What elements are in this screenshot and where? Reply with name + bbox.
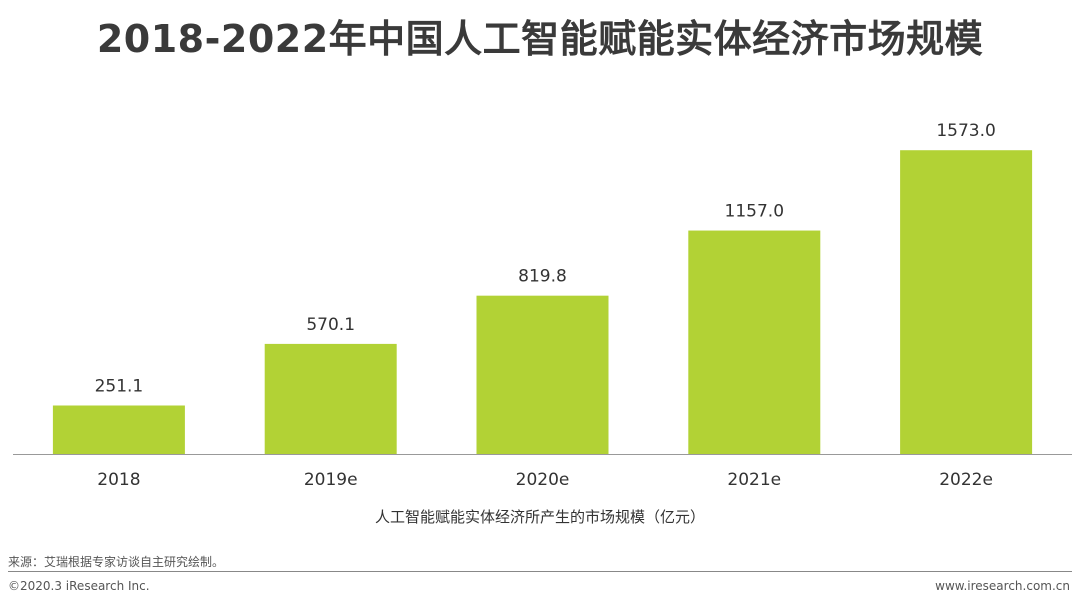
bar-2018 — [52, 405, 185, 454]
source-note: 来源：艾瑞根据专家访谈自主研究绘制。 — [8, 555, 225, 569]
bar-2019e — [264, 343, 397, 454]
copyright-text: ©2020.3 iResearch Inc. — [8, 579, 150, 593]
chart-title: 2018-2022年中国人工智能赋能实体经济市场规模 — [96, 17, 984, 61]
x-tick-label-2021e: 2021e — [727, 470, 781, 490]
data-label-2019e: 570.1 — [306, 315, 355, 335]
x-tick-label-2020e: 2020e — [516, 470, 570, 490]
bar-2022e — [900, 150, 1033, 455]
footer-divider — [8, 571, 1072, 572]
website-text: www.iresearch.com.cn — [935, 579, 1070, 593]
x-tick-label-2019e: 2019e — [304, 470, 358, 490]
x-tick-label-2018: 2018 — [97, 470, 140, 490]
data-label-2022e: 1573.0 — [936, 121, 995, 141]
bar-2020e — [476, 295, 609, 454]
bar-2021e — [688, 230, 821, 454]
data-label-2020e: 819.8 — [518, 267, 567, 287]
series-caption: 人工智能赋能实体经济所产生的市场规模（亿元） — [374, 508, 705, 526]
data-label-2021e: 1157.0 — [725, 202, 784, 222]
x-tick-label-2022e: 2022e — [939, 470, 993, 490]
data-label-2018: 251.1 — [95, 377, 144, 397]
